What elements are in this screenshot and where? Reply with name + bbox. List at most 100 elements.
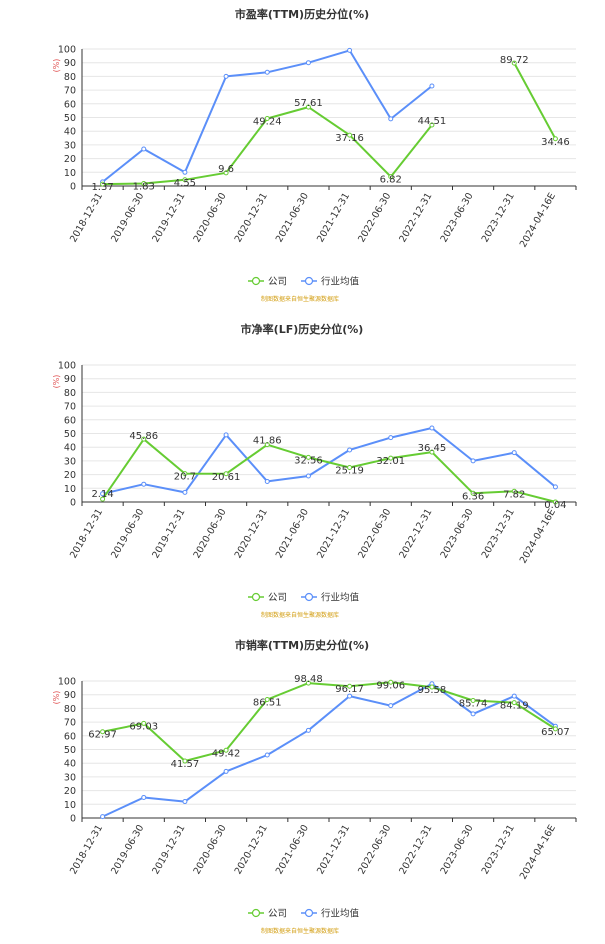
industry-avg-point bbox=[347, 47, 353, 53]
x-tick-label: 2022-06-30 bbox=[356, 823, 393, 876]
industry-avg-point bbox=[388, 116, 394, 122]
y-tick-label: 90 bbox=[64, 690, 76, 701]
industry-avg-point bbox=[470, 711, 476, 717]
company-point bbox=[305, 104, 311, 110]
x-tick-label: 2022-12-31 bbox=[397, 191, 434, 244]
y-tick-label: 100 bbox=[58, 677, 76, 688]
industry-avg-point bbox=[223, 73, 229, 79]
company-point bbox=[470, 490, 476, 496]
y-axis-unit-label: (%) bbox=[52, 691, 61, 705]
data-label: 95.58 bbox=[418, 685, 447, 696]
company-point bbox=[141, 180, 147, 186]
data-label: 62.97 bbox=[88, 730, 117, 741]
industry-avg-point bbox=[141, 794, 147, 800]
data-label: 20.61 bbox=[212, 472, 241, 483]
data-label: 89.72 bbox=[500, 55, 529, 66]
data-label: 1.37 bbox=[91, 182, 113, 193]
y-tick-label: 60 bbox=[64, 99, 76, 110]
data-label: 25.19 bbox=[335, 465, 364, 476]
y-tick-label: 20 bbox=[64, 470, 76, 481]
data-label: 41.57 bbox=[171, 759, 200, 770]
data-label: 4.55 bbox=[174, 178, 196, 189]
data-label: 32.01 bbox=[376, 456, 405, 467]
data-label: 69.03 bbox=[129, 721, 158, 732]
industry-avg-point bbox=[552, 484, 558, 490]
legend-marker-icon bbox=[251, 908, 261, 918]
y-tick-label: 60 bbox=[64, 415, 76, 426]
industry-avg-point bbox=[511, 693, 517, 699]
x-tick-label: 2020-06-30 bbox=[192, 507, 229, 560]
data-label: 96.17 bbox=[335, 684, 364, 695]
legend-marker-icon bbox=[251, 276, 261, 286]
data-label: 86.51 bbox=[253, 697, 282, 708]
y-tick-label: 80 bbox=[64, 704, 76, 715]
data-label: 1.83 bbox=[133, 181, 155, 192]
company-point bbox=[388, 679, 394, 685]
legend-marker-icon bbox=[304, 276, 314, 286]
y-tick-label: 30 bbox=[64, 456, 76, 467]
industry-avg-point bbox=[264, 478, 270, 484]
x-tick-label: 2024-04-16E bbox=[518, 191, 558, 250]
legend-item-company[interactable]: 公司 bbox=[248, 277, 287, 288]
legend-item-industry-avg[interactable]: 行业均值 bbox=[301, 908, 360, 920]
company-point bbox=[347, 132, 353, 138]
x-tick-label: 2019-06-30 bbox=[109, 507, 146, 560]
legend-label: 行业均值 bbox=[321, 276, 360, 288]
y-tick-label: 100 bbox=[58, 45, 76, 56]
data-label: 49.42 bbox=[212, 748, 241, 759]
data-label: 99.06 bbox=[376, 680, 405, 691]
x-tick-label: 2021-12-31 bbox=[315, 507, 352, 560]
y-tick-label: 50 bbox=[64, 429, 76, 440]
company-series-line bbox=[101, 438, 556, 503]
company-point bbox=[264, 116, 270, 122]
y-tick-label: 90 bbox=[64, 374, 76, 385]
source-note: 制图数据来自恒生聚源数据库 bbox=[261, 611, 339, 619]
company-point bbox=[429, 684, 435, 690]
legend-item-company[interactable]: 公司 bbox=[248, 909, 287, 920]
legend-label: 行业均值 bbox=[321, 592, 360, 604]
legend-item-industry-avg[interactable]: 行业均值 bbox=[301, 276, 360, 288]
y-tick-label: 30 bbox=[64, 772, 76, 783]
legend-label: 公司 bbox=[268, 593, 287, 604]
company-point bbox=[100, 181, 106, 187]
company-point bbox=[388, 455, 394, 461]
data-label: 34.46 bbox=[541, 137, 570, 148]
y-tick-label: 90 bbox=[64, 58, 76, 69]
x-tick-label: 2020-12-31 bbox=[233, 507, 270, 560]
company-point bbox=[141, 436, 147, 442]
company-point bbox=[511, 60, 517, 66]
company-point bbox=[429, 122, 435, 128]
legend-label: 行业均值 bbox=[321, 908, 360, 920]
y-tick-label: 40 bbox=[64, 443, 76, 454]
y-tick-label: 20 bbox=[64, 154, 76, 165]
y-axis-unit-label: (%) bbox=[52, 375, 61, 389]
data-label: 98.48 bbox=[294, 674, 323, 685]
x-tick-label: 2018-12-31 bbox=[68, 823, 105, 876]
chart-title: 市销率(TTM)历史分位(%) bbox=[235, 638, 369, 652]
company-point bbox=[264, 442, 270, 448]
legend-item-company[interactable]: 公司 bbox=[248, 593, 287, 604]
y-tick-label: 70 bbox=[64, 86, 76, 97]
chart-title: 市净率(LF)历史分位(%) bbox=[241, 322, 364, 336]
industry-avg-point bbox=[141, 146, 147, 152]
data-label: 36.45 bbox=[418, 443, 447, 454]
industry-avg-point bbox=[223, 768, 229, 774]
legend-marker-icon bbox=[304, 592, 314, 602]
x-tick-label: 2018-12-31 bbox=[68, 191, 105, 244]
data-label: 85.74 bbox=[459, 699, 488, 710]
industry-avg-point bbox=[100, 814, 106, 820]
company-point bbox=[141, 720, 147, 726]
industry-avg-point bbox=[305, 473, 311, 479]
legend-item-industry-avg[interactable]: 行业均值 bbox=[301, 592, 360, 604]
y-tick-label: 0 bbox=[70, 814, 76, 825]
industry-avg-point bbox=[347, 447, 353, 453]
company-point bbox=[470, 698, 476, 704]
industry-avg-point bbox=[470, 458, 476, 464]
x-tick-label: 2021-06-30 bbox=[274, 191, 311, 244]
x-tick-label: 2021-12-31 bbox=[315, 191, 352, 244]
company-point bbox=[552, 136, 558, 142]
industry-avg-point bbox=[429, 83, 435, 89]
industry-avg-point bbox=[141, 481, 147, 487]
y-tick-label: 20 bbox=[64, 786, 76, 797]
y-tick-label: 40 bbox=[64, 759, 76, 770]
